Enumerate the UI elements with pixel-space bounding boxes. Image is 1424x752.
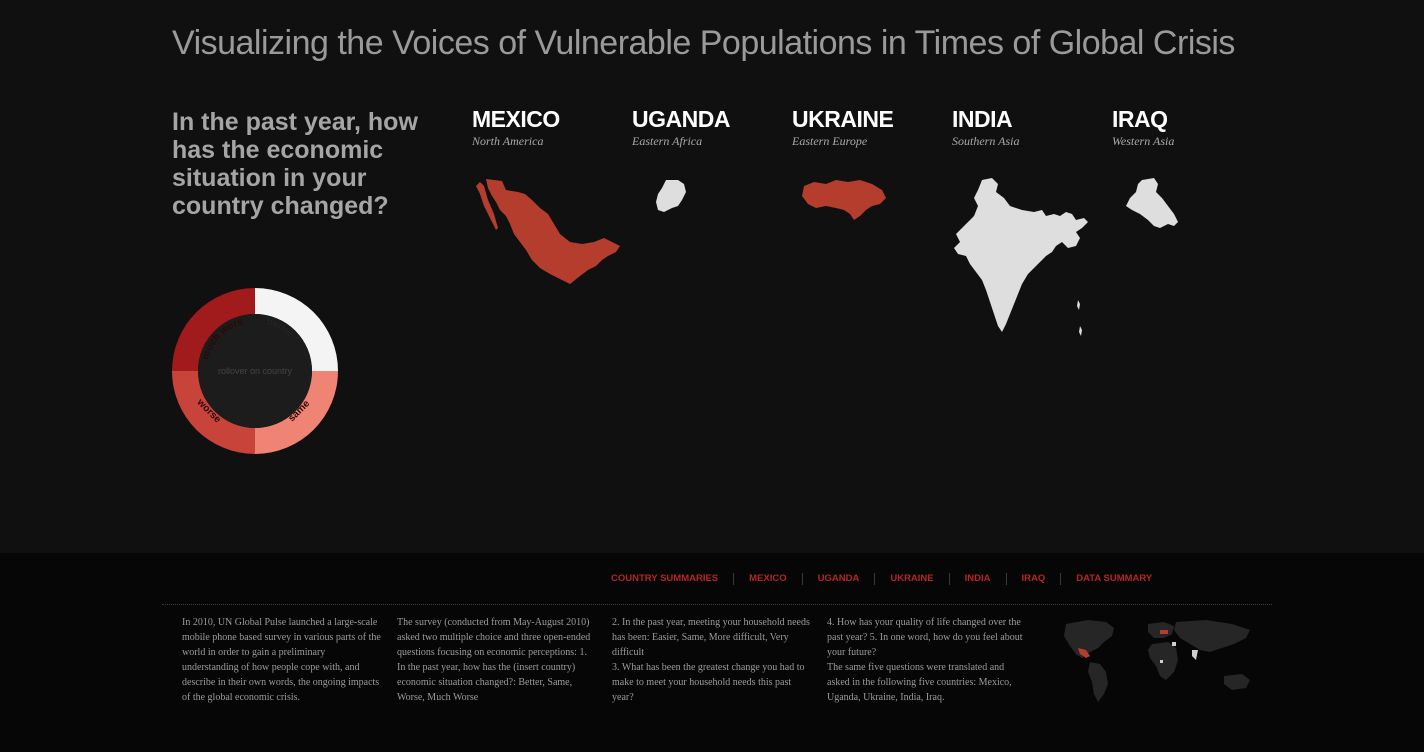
footer-text-col-2: The survey (conducted from May-August 20…: [397, 617, 591, 703]
country-iraq[interactable]: IRAQ Western Asia: [1112, 106, 1174, 149]
footer: [0, 553, 1424, 752]
country-ukraine[interactable]: UKRAINE Eastern Europe: [792, 106, 894, 149]
country-nav: COUNTRY SUMMARIES MEXICO UGANDA UKRAINE …: [596, 573, 1167, 585]
country-name: INDIA: [952, 106, 1013, 132]
survey-question: In the past year, how has the economic s…: [172, 108, 418, 220]
country-region: North America: [472, 134, 544, 148]
nav-india[interactable]: INDIA: [948, 573, 1006, 585]
country-name: IRAQ: [1112, 106, 1168, 132]
nav-iraq[interactable]: IRAQ: [1005, 573, 1061, 585]
country-region: Eastern Europe: [792, 134, 868, 148]
donut-segment-better[interactable]: [255, 288, 338, 371]
country-name: UKRAINE: [792, 106, 894, 132]
country-region: Eastern Africa: [632, 134, 703, 148]
country-mexico[interactable]: MEXICO North America: [472, 106, 560, 149]
nav-mexico[interactable]: MEXICO: [733, 573, 801, 585]
nav-ukraine[interactable]: UKRAINE: [874, 573, 948, 585]
iraq-map-shape[interactable]: [1124, 176, 1182, 232]
footer-text-col-4: 4. How has your quality of life changed …: [827, 617, 1023, 703]
country-region: Western Asia: [1112, 134, 1175, 148]
country-uganda[interactable]: UGANDA Eastern Africa: [632, 106, 730, 149]
india-map-shape[interactable]: [950, 176, 1090, 340]
nav-country-summaries[interactable]: COUNTRY SUMMARIES: [611, 573, 719, 584]
uganda-map-shape[interactable]: [654, 178, 690, 214]
divider: [162, 604, 1272, 605]
country-india[interactable]: INDIA Southern Asia: [952, 106, 1019, 149]
country-name: MEXICO: [472, 106, 560, 132]
donut-segment-same[interactable]: [255, 371, 338, 454]
donut-center-label: rollover on country: [218, 366, 293, 376]
footer-text-col-1: In 2010, UN Global Pulse launched a larg…: [182, 617, 381, 703]
footer-text-col-3: 2. In the past year, meeting your househ…: [612, 617, 810, 703]
mexico-map-shape[interactable]: [470, 176, 625, 288]
main-panel: [0, 0, 1424, 553]
nav-data-summary[interactable]: DATA SUMMARY: [1060, 573, 1167, 585]
page-title: Visualizing the Voices of Vulnerable Pop…: [172, 24, 1235, 62]
ukraine-map-shape[interactable]: [800, 178, 888, 224]
nav-uganda[interactable]: UGANDA: [801, 573, 875, 585]
donut-segment-worse[interactable]: [172, 371, 255, 454]
country-region: Southern Asia: [952, 134, 1020, 148]
answer-donut[interactable]: better much worse same worse rollover on…: [170, 286, 340, 456]
country-name: UGANDA: [632, 106, 730, 132]
donut-segment-much-worse[interactable]: [172, 288, 255, 371]
world-map-thumbnail[interactable]: [1060, 614, 1260, 708]
